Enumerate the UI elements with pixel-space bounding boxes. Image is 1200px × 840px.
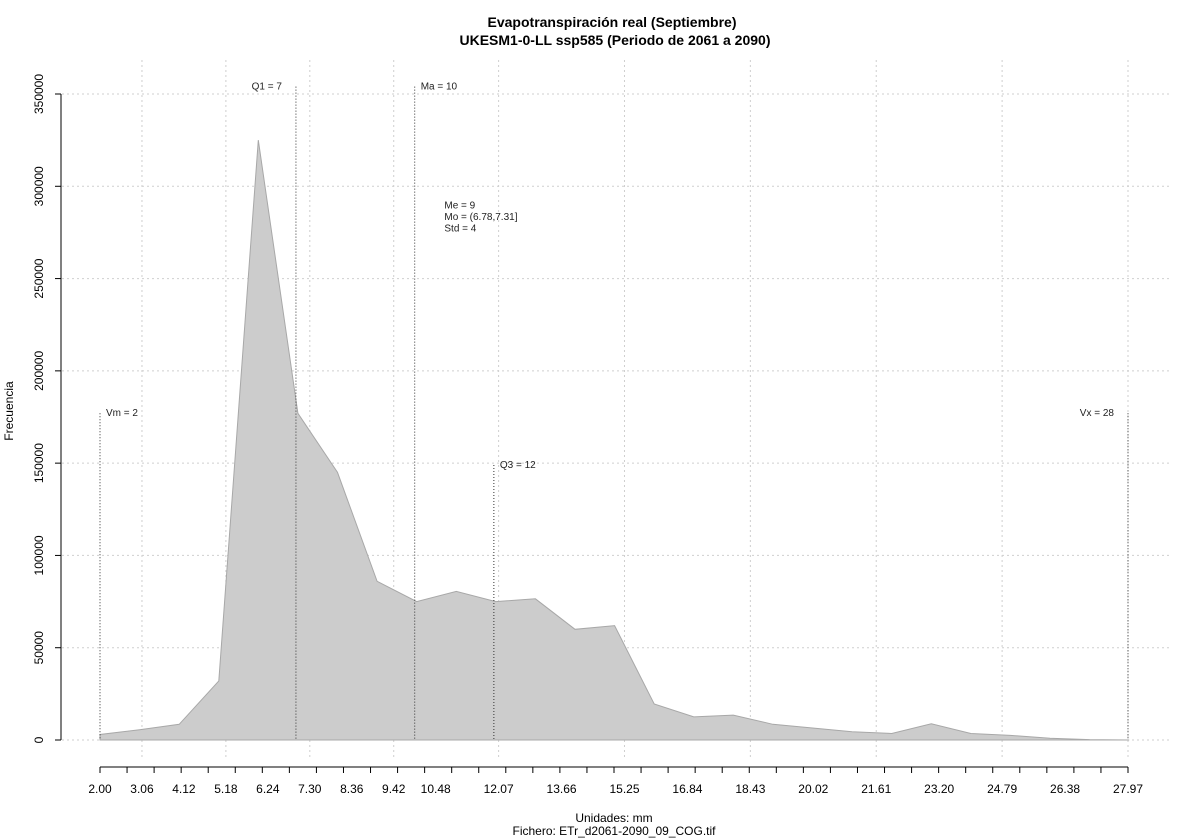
y-tick-label: 0	[32, 736, 46, 743]
y-tick-label: 150000	[32, 443, 46, 483]
stats-line: Mo = (6.78,7.31]	[444, 212, 517, 223]
annotation-label: Q3 = 12	[500, 460, 536, 471]
x-tick-label: 24.79	[987, 782, 1017, 796]
chart-title: Evapotranspiración real (Septiembre)	[488, 14, 737, 30]
stats-line: Me = 9	[444, 200, 475, 211]
x-tick-label: 13.66	[547, 782, 577, 796]
x-tick-label: 21.61	[861, 782, 891, 796]
y-tick-label: 200000	[32, 351, 46, 391]
annotation-label: Q1 = 7	[252, 81, 283, 92]
annotation-label: Vm = 2	[106, 408, 138, 419]
x-tick-label: 23.20	[924, 782, 954, 796]
area-layer	[99, 140, 1130, 741]
x-tick-label: 26.38	[1050, 782, 1080, 796]
annotation-label: Ma = 10	[421, 81, 458, 92]
x-tick-label: 9.42	[382, 782, 406, 796]
x-tick-label: 8.36	[340, 782, 364, 796]
y-tick-label: 300000	[32, 166, 46, 206]
y-tick-label: 250000	[32, 258, 46, 298]
frequency-area	[99, 140, 1130, 741]
annotation-label: Vx = 28	[1080, 408, 1115, 419]
x-tick-label: 5.18	[214, 782, 238, 796]
x-tick-label: 12.07	[484, 782, 514, 796]
x-tick-label: 4.12	[172, 782, 196, 796]
chart-subtitle: UKESM1-0-LL ssp585 (Periodo de 2061 a 20…	[460, 32, 771, 48]
x-tick-label: 3.06	[130, 782, 154, 796]
x-tick-label: 16.84	[672, 782, 702, 796]
y-axis-label: Frecuencia	[2, 381, 16, 441]
x-axis-label: Unidades: mm	[575, 811, 652, 825]
grid-layer	[62, 60, 1170, 760]
x-tick-label: 27.97	[1113, 782, 1143, 796]
x-tick-label: 10.48	[421, 782, 451, 796]
x-tick-label: 6.24	[256, 782, 280, 796]
annotation-layer: Vm = 2 Q1 = 7 Ma = 10 Q3 = 12 Vx = 28 Me = 9M…	[99, 81, 1129, 740]
footer-filename: Fichero: ETr_d2061-2090_09_COG.tif	[513, 824, 717, 838]
x-tick-label: 15.25	[609, 782, 639, 796]
x-tick-label: 2.00	[88, 782, 112, 796]
y-tick-label: 350000	[32, 74, 46, 114]
x-tick-label: 7.30	[298, 782, 322, 796]
stats-line: Std = 4	[444, 223, 476, 234]
y-tick-label: 100000	[32, 535, 46, 575]
x-tick-label: 18.43	[735, 782, 765, 796]
axis-layer: 0 50000 100000 150000 200000 250000 300000 3500…	[32, 74, 1143, 796]
x-tick-label: 20.02	[798, 782, 828, 796]
y-tick-label: 50000	[32, 631, 46, 665]
